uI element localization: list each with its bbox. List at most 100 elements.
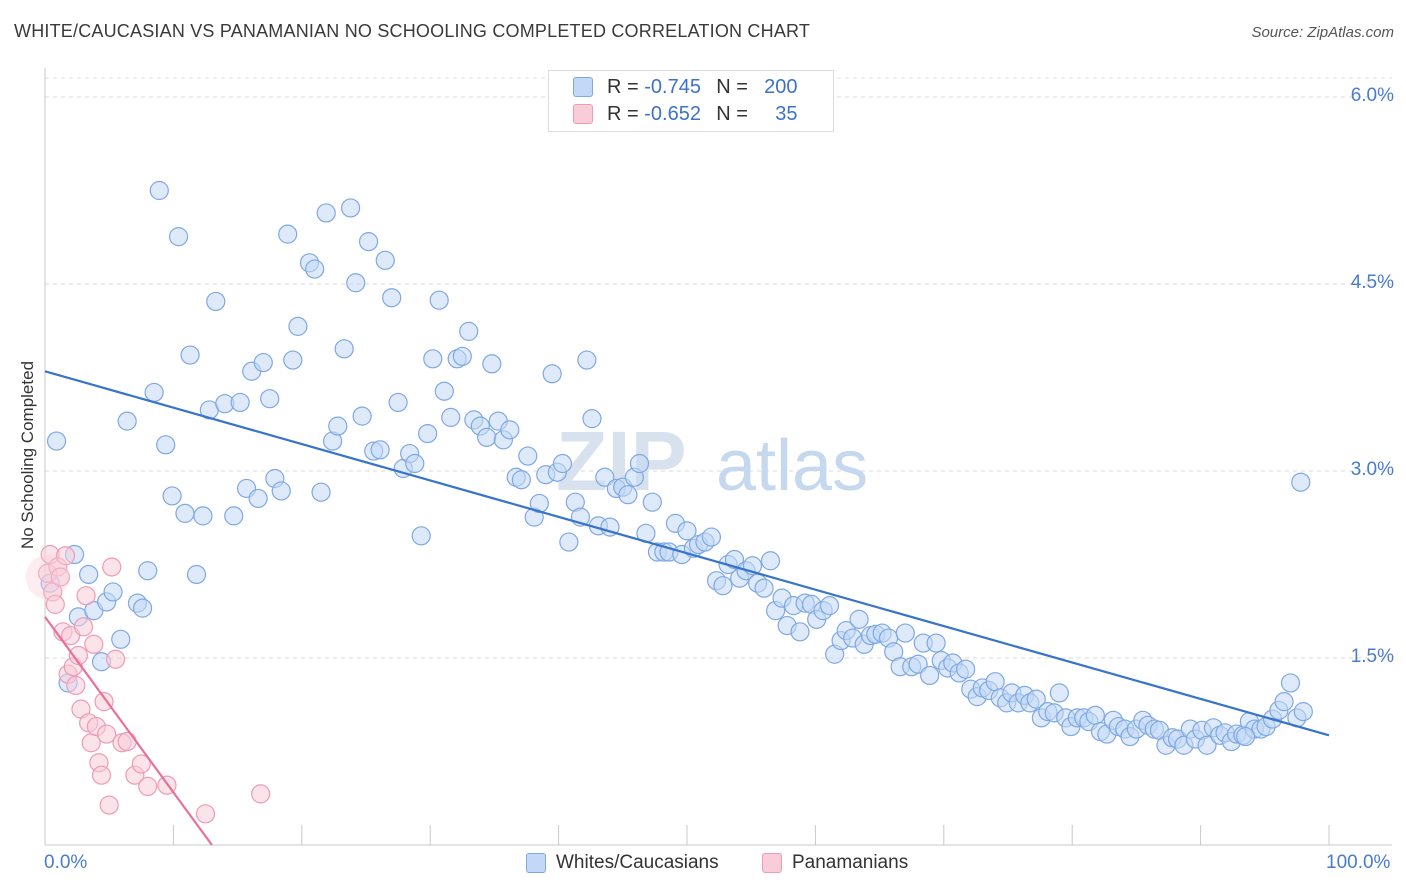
y-tick-label: 1.5% (1350, 646, 1394, 667)
data-point-whites (271, 481, 291, 501)
data-point-whites (328, 416, 348, 436)
data-point-whites (477, 427, 497, 447)
data-point-panamanians (66, 675, 86, 696)
data-point-whites (500, 420, 520, 440)
legend-row-whites: R = -0.745 N = 200 (573, 76, 798, 98)
data-point-panamanians (73, 617, 94, 637)
data-point-whites (193, 506, 213, 526)
legend-swatch-blue (526, 853, 546, 873)
legend-n-label: N = (716, 75, 748, 98)
data-point-panamanians (50, 567, 71, 587)
data-point-whites (186, 564, 207, 585)
legend-item-whites[interactable]: Whites/Caucasians (526, 852, 719, 874)
data-point-whites (230, 392, 250, 413)
chart-title: WHITE/CAUCASIAN VS PANAMANIAN NO SCHOOLI… (14, 21, 811, 41)
data-point-whites (559, 532, 579, 552)
data-point-whites (168, 227, 189, 247)
data-point-whites (552, 453, 573, 474)
data-point-whites (316, 203, 336, 223)
data-point-whites (1235, 726, 1256, 747)
data-point-panamanians (97, 724, 117, 744)
legend-r-value: -0.652 (644, 102, 701, 125)
data-point-whites (629, 453, 650, 474)
data-point-whites (1085, 705, 1105, 725)
correlation-legend: R = -0.745 N = 200 R = -0.652 N = 35 (548, 70, 834, 132)
data-point-whites (283, 350, 303, 370)
data-point-whites (253, 352, 273, 373)
data-point-whites (388, 392, 408, 413)
data-point-whites (618, 485, 638, 505)
data-point-whites (375, 250, 395, 270)
data-point-whites (790, 622, 810, 642)
data-point-whites (760, 551, 781, 571)
data-point-whites (175, 503, 195, 523)
series-legend: Whites/Caucasians Panamanians (0, 852, 1406, 878)
data-point-panamanians (138, 776, 158, 797)
data-point-panamanians (91, 765, 112, 785)
legend-swatch-pink (573, 104, 593, 124)
trend-lines (44, 370, 1330, 846)
data-point-whites (418, 424, 438, 444)
data-point-panamanians-cluster (25, 554, 70, 599)
data-point-whites (340, 198, 361, 218)
legend-item-panamanians[interactable]: Panamanians (762, 852, 908, 874)
data-point-whites (288, 316, 308, 336)
data-point-panamanians (45, 594, 65, 614)
data-point-whites (358, 232, 379, 252)
data-point-whites (248, 488, 268, 509)
trend-line-panamanians (44, 616, 213, 846)
data-point-panamanians (117, 731, 137, 752)
series-panamanians-points (25, 544, 271, 824)
legend-r-value: -0.745 (644, 75, 701, 98)
data-point-whites (352, 406, 372, 426)
data-point-whites (908, 654, 928, 674)
data-point-whites (895, 623, 915, 643)
data-point-panamanians (251, 784, 271, 804)
data-point-whites (1291, 472, 1311, 492)
data-point-whites (542, 364, 562, 384)
y-tick-label: 6.0% (1350, 85, 1394, 106)
data-point-whites (459, 321, 479, 341)
data-point-whites (334, 339, 354, 359)
data-point-whites (103, 582, 123, 602)
data-point-whites (311, 482, 331, 502)
chart-source: Source: ZipAtlas.com (1251, 24, 1394, 41)
x-tick-label-min: 0.0% (44, 852, 88, 873)
data-point-panamanians (84, 634, 104, 654)
data-point-whites (1026, 689, 1046, 709)
axes (44, 68, 1392, 846)
data-point-panamanians (55, 546, 76, 566)
data-point-whites (482, 354, 502, 374)
data-point-whites (46, 431, 67, 451)
data-point-panamanians (106, 649, 126, 669)
data-point-whites (677, 521, 697, 541)
data-point-whites (206, 291, 226, 312)
data-point-whites (111, 629, 131, 649)
data-point-whites (920, 665, 940, 686)
data-point-whites (346, 273, 366, 293)
data-point-whites (162, 486, 182, 506)
data-point-whites (701, 527, 721, 547)
data-point-whites (724, 549, 745, 570)
trend-line-whites (44, 370, 1330, 737)
legend-n-value: 35 (775, 102, 798, 125)
data-point-whites (956, 659, 976, 679)
data-point-whites (278, 224, 298, 244)
data-point-whites (144, 382, 164, 403)
data-point-whites (411, 526, 431, 546)
legend-label-panamanians: Panamanians (792, 852, 909, 873)
data-point-whites (518, 446, 538, 466)
data-point-whites (595, 467, 615, 487)
data-point-whites (132, 598, 153, 618)
data-point-whites (382, 288, 402, 308)
data-point-whites (156, 435, 176, 455)
data-point-whites (224, 506, 244, 526)
data-point-whites (985, 672, 1005, 692)
data-point-whites (429, 290, 449, 310)
legend-n-label: N = (716, 102, 748, 125)
data-point-whites (577, 350, 597, 370)
data-point-whites (305, 259, 325, 279)
data-point-whites (79, 564, 99, 585)
legend-n-value: 200 (764, 75, 798, 98)
